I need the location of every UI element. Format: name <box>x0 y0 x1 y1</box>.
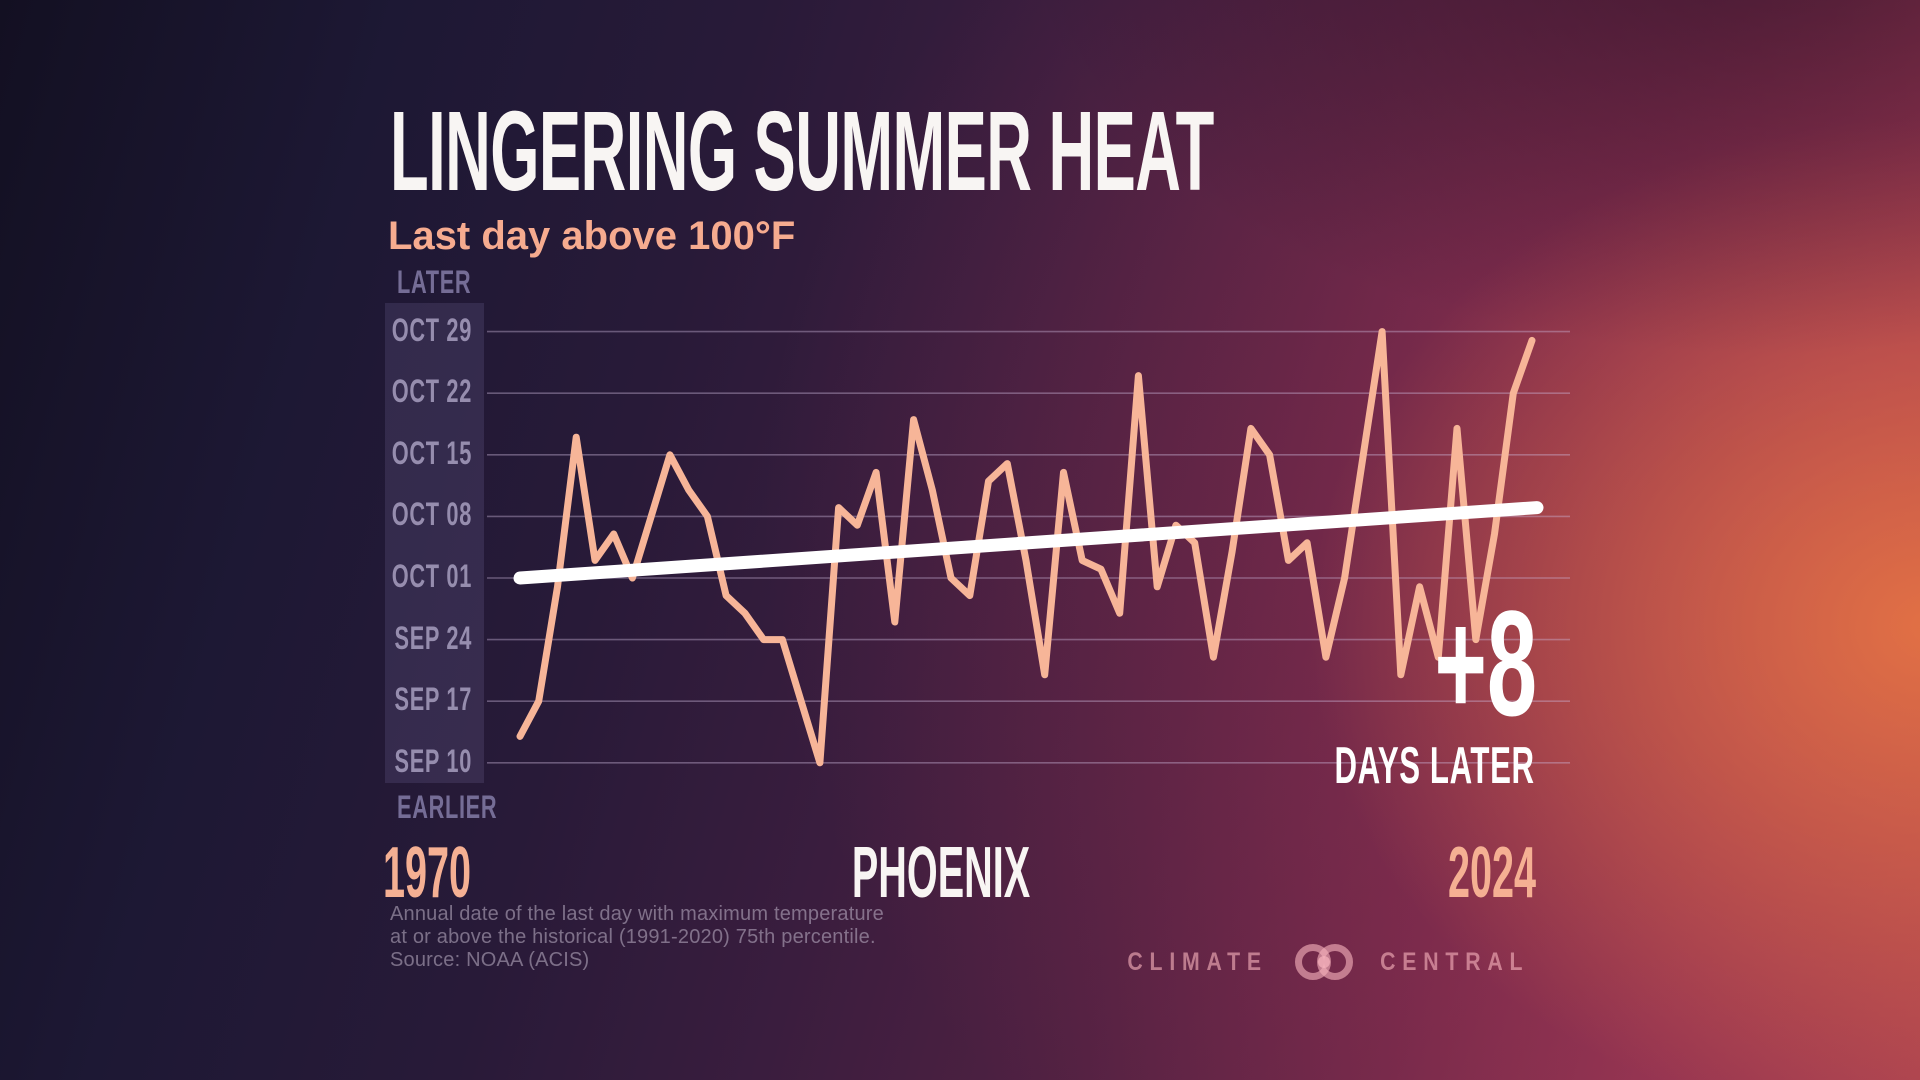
climate-central-logo: CLIMATE CENTRAL <box>1115 942 1542 982</box>
climate-central-rings-icon <box>1294 944 1353 980</box>
logo-center-dot <box>1317 956 1330 968</box>
source-note: Annual date of the last day with maximum… <box>390 903 884 972</box>
chart-subtitle: Last day above 100°F <box>388 214 796 258</box>
y-axis-direction-later: LATER <box>397 264 472 300</box>
source-note-line: Source: NOAA (ACIS) <box>390 949 590 971</box>
y-tick-label: SEP 17 <box>394 681 472 718</box>
y-tick-label: OCT 29 <box>391 311 472 348</box>
x-axis-end-year: 2024 <box>1447 833 1537 913</box>
y-tick-label: OCT 15 <box>391 434 472 471</box>
source-note-line: at or above the historical (1991-2020) 7… <box>390 926 876 948</box>
logo-word-central: CENTRAL <box>1379 947 1529 976</box>
trend-line <box>513 501 1544 585</box>
data-series-line <box>516 328 1536 767</box>
y-tick-label: SEP 10 <box>394 742 472 779</box>
y-axis-label-panel <box>385 303 484 783</box>
trend-annotation-caption: DAYS LATER <box>1334 737 1535 795</box>
y-tick-label: OCT 22 <box>391 373 472 410</box>
y-axis-direction-earlier: EARLIER <box>397 789 498 825</box>
y-tick-label: OCT 08 <box>391 496 472 533</box>
source-note-line: Annual date of the last day with maximum… <box>390 903 884 925</box>
y-tick-label: SEP 24 <box>394 619 472 656</box>
trend-annotation-value: +8 <box>1434 579 1537 747</box>
y-tick-label: OCT 01 <box>391 558 472 595</box>
location-label: PHOENIX <box>851 833 1031 913</box>
page-title: LINGERING SUMMER HEAT <box>390 88 1214 214</box>
logo-word-climate: CLIMATE <box>1127 947 1269 976</box>
x-axis-start-year: 1970 <box>382 833 472 913</box>
